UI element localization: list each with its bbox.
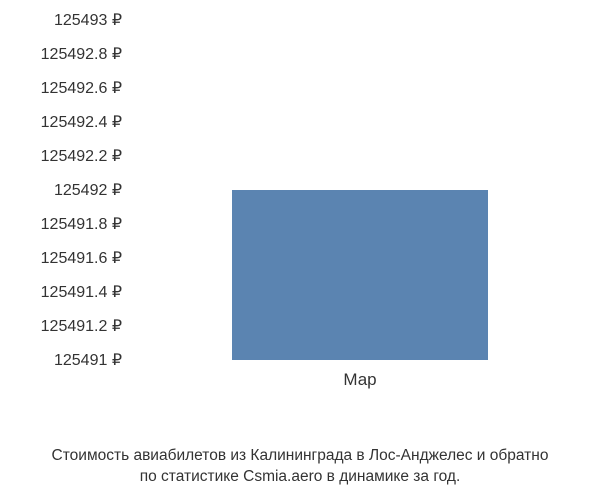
y-tick-label: 125492.6 ₽	[41, 78, 122, 98]
caption-line-2: по статистике Csmia.aero в динамике за г…	[0, 466, 600, 488]
y-tick-label: 125491.6 ₽	[41, 248, 122, 268]
y-tick-label: 125492.8 ₽	[41, 44, 122, 64]
caption-line-1: Стоимость авиабилетов из Калининграда в …	[0, 445, 600, 467]
y-tick-label: 125492.4 ₽	[41, 112, 122, 132]
x-axis: Мар	[135, 370, 585, 400]
x-tick-label: Мар	[343, 370, 376, 390]
y-tick-label: 125491 ₽	[54, 350, 122, 370]
y-axis: 125491 ₽125491.2 ₽125491.4 ₽125491.6 ₽12…	[0, 20, 130, 360]
chart-caption: Стоимость авиабилетов из Калининграда в …	[0, 445, 600, 488]
plot-area	[135, 20, 585, 360]
y-tick-label: 125492.2 ₽	[41, 146, 122, 166]
bar-Мар	[232, 190, 489, 360]
y-tick-label: 125492 ₽	[54, 180, 122, 200]
y-tick-label: 125491.4 ₽	[41, 282, 122, 302]
price-chart: 125491 ₽ 125491.2 ₽ 125491.4 ₽ 125491.6 ₽ 12…	[0, 20, 600, 400]
y-tick-label: 125491.2 ₽	[41, 316, 122, 336]
y-tick-label: 125491.8 ₽	[41, 214, 122, 234]
y-tick-label: 125493 ₽	[54, 10, 122, 30]
